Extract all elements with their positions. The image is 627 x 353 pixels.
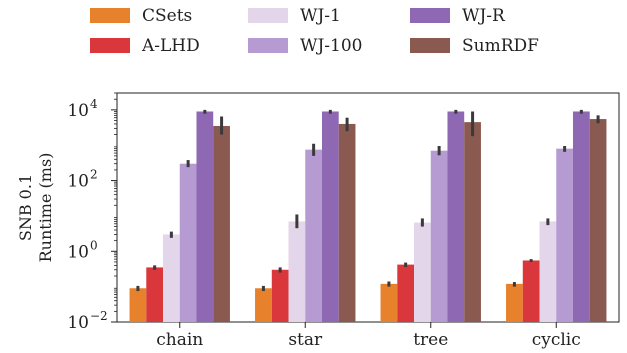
bar-csets-tree [380,283,398,322]
x-tick-label-tree: tree [413,330,448,350]
legend-label-wj-1: WJ-1 [300,6,341,26]
bar-a-lhd-cyclic [522,260,540,322]
legend-swatch-csets [90,8,130,23]
y-axis-title: SNB 0.1 Runtime (ms) [16,153,55,263]
y-tick-label: 10 [67,101,89,121]
y-tick-exponent: 4 [90,97,98,111]
y-tick-exponent: 2 [90,168,98,182]
bar-wj-100-tree [430,150,448,322]
bar-sumrdf-tree [464,122,481,322]
legend-label-csets: CSets [142,6,192,26]
bar-a-lhd-tree [397,264,415,322]
bar-sumrdf-cyclic [589,119,607,323]
x-tick-label-star: star [288,330,323,350]
bar-a-lhd-chain [146,267,164,322]
bar-wj-100-star [305,149,322,322]
x-axis: chain star tree cyclic [156,322,581,350]
bar-wj-r-star [321,111,339,323]
bar-wj-r-cyclic [572,111,590,323]
x-tick-label-cyclic: cyclic [532,330,581,350]
y-tick-label: 10 [67,313,89,333]
legend: CSets A-LHD WJ-1 WJ-100 WJ-R SumRDF [90,6,539,56]
y-tick-label: 10 [67,242,89,262]
legend-swatch-sumrdf [410,38,450,53]
plot-area [116,92,620,323]
legend-label-wj-r: WJ-R [462,6,506,26]
bar-wj-r-chain [196,111,214,323]
legend-swatch-wj-100 [248,38,288,53]
bar-wj-r-tree [447,111,465,323]
bar-wj-100-chain [179,163,197,322]
bar-csets-chain [129,288,147,322]
legend-swatch-a-lhd [90,38,130,53]
bar-csets-star [255,288,272,322]
y-axis-title-line-1: SNB 0.1 [16,174,35,241]
bar-wj-100-cyclic [556,148,573,322]
legend-swatch-wj-r [410,8,450,23]
bar-wj-1-cyclic [539,221,557,322]
bar-wj-1-tree [414,222,431,322]
bar-csets-cyclic [506,283,523,322]
bar-wj-1-chain [163,234,180,322]
legend-label-wj-100: WJ-100 [300,36,362,56]
y-tick-label: 10 [67,172,89,192]
bar-wj-1-star [288,221,306,322]
legend-label-sumrdf: SumRDF [462,36,539,56]
y-axis-title-line-2: Runtime (ms) [36,153,55,263]
legend-label-a-lhd: A-LHD [141,36,200,56]
legend-swatch-wj-1 [248,8,288,23]
bar-a-lhd-star [271,269,289,322]
bar-sumrdf-star [338,123,356,322]
plot-frame [116,92,620,323]
x-tick-label-chain: chain [156,330,203,350]
y-tick-exponent: 0 [90,238,98,252]
y-tick-exponent: −2 [90,309,108,323]
bar-sumrdf-chain [213,125,230,322]
